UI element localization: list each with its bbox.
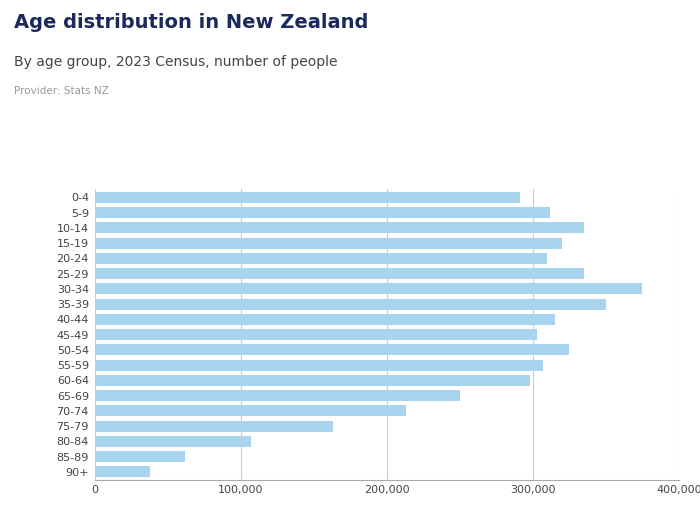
Bar	[94, 421, 332, 432]
Bar	[94, 360, 543, 371]
Bar	[94, 314, 555, 325]
Bar	[94, 436, 251, 447]
Bar	[94, 375, 530, 386]
Bar	[94, 207, 550, 218]
Bar	[94, 238, 562, 249]
Bar	[94, 253, 547, 264]
Text: Age distribution in New Zealand: Age distribution in New Zealand	[14, 13, 368, 32]
Bar	[94, 452, 185, 462]
Bar	[94, 192, 519, 203]
Text: By age group, 2023 Census, number of people: By age group, 2023 Census, number of peo…	[14, 55, 337, 69]
Bar	[94, 284, 643, 295]
Bar	[94, 405, 406, 416]
Bar	[94, 268, 584, 279]
Bar	[94, 223, 584, 234]
Bar	[94, 329, 538, 340]
Bar	[94, 467, 150, 477]
Bar	[94, 344, 569, 355]
Bar	[94, 390, 460, 401]
Bar	[94, 299, 606, 310]
Text: Provider: Stats NZ: Provider: Stats NZ	[14, 86, 108, 96]
Text: figure.nz: figure.nz	[592, 16, 668, 30]
